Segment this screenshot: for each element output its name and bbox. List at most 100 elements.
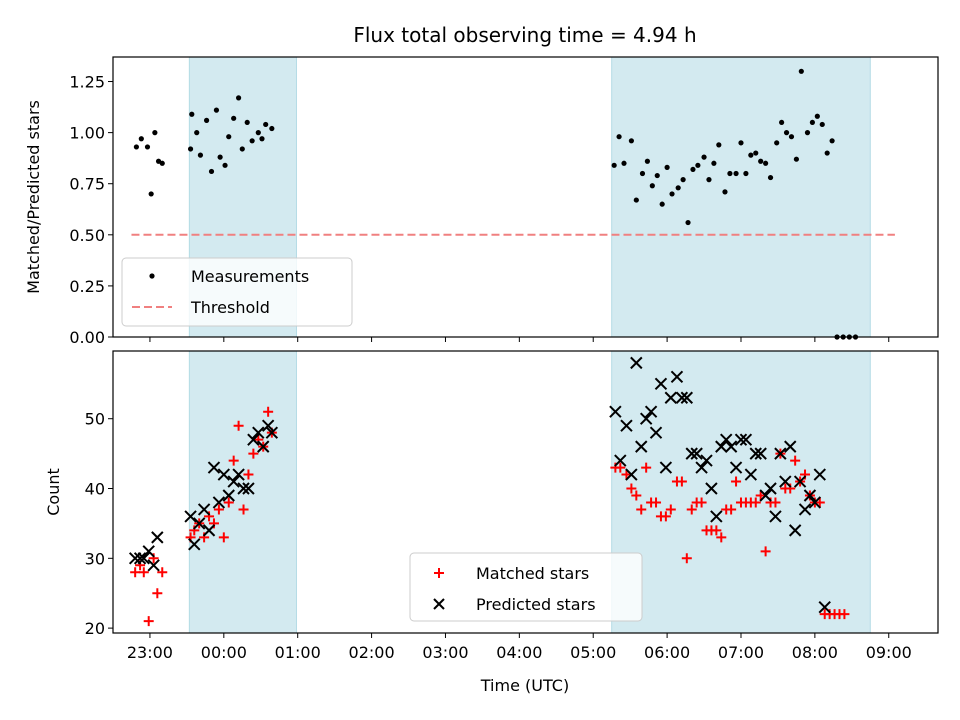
measurements-point <box>144 144 151 150</box>
matched-stars-point <box>790 455 801 466</box>
legend-marker-predicted-stars <box>433 598 445 610</box>
predicted-stars-point <box>630 356 643 370</box>
predicted-stars-point <box>739 433 753 446</box>
measurements-point <box>222 162 228 168</box>
matched-stars-point <box>138 567 149 578</box>
measurements-point <box>197 152 204 158</box>
measurements-point <box>824 150 830 156</box>
predicted-stars-point <box>232 468 245 481</box>
predicted-stars-point <box>724 440 738 453</box>
measurements-point <box>690 166 696 173</box>
measurements-point <box>788 134 795 140</box>
measurements-point <box>758 158 764 164</box>
measurements-point <box>716 142 722 148</box>
predicted-stars-point <box>237 482 250 495</box>
measurements-point <box>763 160 769 166</box>
measurements-point <box>748 152 754 158</box>
top-y-tick-label: 0.00 <box>69 328 105 347</box>
predicted-stars-point <box>685 447 698 460</box>
matched-stars-point <box>686 504 697 515</box>
predicted-stars-point <box>720 433 733 446</box>
x-tick-label: 05:00 <box>570 643 616 662</box>
matched-stars-point <box>615 462 626 473</box>
predicted-stars-point <box>695 461 708 474</box>
bottom-panel-marks <box>128 356 850 627</box>
predicted-stars-point <box>654 377 668 391</box>
measurements-point <box>235 95 242 101</box>
predicted-stars-point <box>242 482 255 495</box>
predicted-stars-point <box>625 468 638 481</box>
predicted-stars-point <box>744 468 758 481</box>
predicted-stars-point <box>609 405 622 418</box>
measurements-point <box>616 134 622 140</box>
bottom-shaded-region-1 <box>188 350 297 634</box>
legend-label-measurements: Measurements <box>191 267 309 286</box>
predicted-stars-point <box>813 468 826 481</box>
measurements-point <box>187 146 194 152</box>
predicted-stars-point <box>705 482 718 495</box>
measurements-point <box>793 156 799 162</box>
predicted-stars-point <box>212 496 226 509</box>
measurements-point <box>611 162 617 168</box>
bottom-panel-frame <box>112 350 939 634</box>
x-tick-label: 23:00 <box>127 643 173 662</box>
measurements-point <box>675 185 681 191</box>
measurements-point <box>819 121 825 128</box>
top-y-tick-label: 0.50 <box>69 226 105 245</box>
predicted-stars-point <box>649 426 663 439</box>
measurements-point <box>159 160 165 166</box>
measurements-point <box>669 191 675 197</box>
top-y-tick-label: 0.75 <box>69 175 105 194</box>
legend-label-predicted-stars: Predicted stars <box>476 595 596 614</box>
matched-stars-point <box>726 504 737 515</box>
matched-stars-point <box>233 420 244 431</box>
measurements-point <box>152 130 158 136</box>
predicted-stars-point <box>188 538 201 551</box>
predicted-stars-point <box>700 454 713 467</box>
matched-stars-point <box>651 497 662 508</box>
measurements-point <box>804 130 811 136</box>
x-tick-label: 04:00 <box>496 643 542 662</box>
matched-stars-point <box>814 497 825 508</box>
predicted-stars-point <box>754 447 767 460</box>
measurements-point <box>213 107 220 113</box>
measurements-point <box>727 170 733 177</box>
measurements-point <box>664 164 670 170</box>
matched-stars-point <box>839 609 850 620</box>
measurements-point <box>774 140 780 146</box>
bottom-panel-ylabel: Count <box>44 468 63 516</box>
measurements-point <box>706 177 712 183</box>
legend-label-threshold: Threshold <box>190 298 270 317</box>
bottom-y-tick-label: 40 <box>85 480 105 499</box>
x-tick-label: 01:00 <box>275 643 321 662</box>
predicted-stars-point <box>207 461 221 474</box>
measurements-point <box>711 160 717 166</box>
top-panel: 0.00 0.25 0.50 0.75 1.00 1.25 Matched/Predict… <box>24 56 939 347</box>
predicted-stars-point <box>142 545 155 558</box>
predicted-stars-point <box>261 419 275 432</box>
top-panel-ticks: 0.00 0.25 0.50 0.75 1.00 1.25 <box>69 73 890 347</box>
measurements-point <box>263 121 269 128</box>
measurements-point <box>249 138 255 144</box>
matched-stars-point <box>696 497 707 508</box>
predicted-stars-point <box>227 475 240 488</box>
measurements-point <box>231 115 237 121</box>
legend-marker-measurements <box>149 273 155 279</box>
predicted-stars-point <box>659 461 673 474</box>
measurements-point <box>239 146 245 152</box>
bottom-panel-shaded-regions <box>188 350 871 634</box>
measurements-point <box>639 170 646 177</box>
measurements-point <box>738 140 744 146</box>
measurements-point <box>259 136 265 142</box>
matched-stars-point <box>626 483 637 494</box>
predicted-stars-point <box>614 454 627 467</box>
matched-stars-point <box>731 476 742 487</box>
matched-stars-point <box>143 616 154 627</box>
x-tick-label: 02:00 <box>349 643 395 662</box>
predicted-stars-point <box>764 482 777 495</box>
top-panel-marks <box>131 68 895 340</box>
measurements-point <box>809 119 816 126</box>
predicted-stars-point <box>749 447 762 460</box>
predicted-stars-point <box>774 447 787 460</box>
